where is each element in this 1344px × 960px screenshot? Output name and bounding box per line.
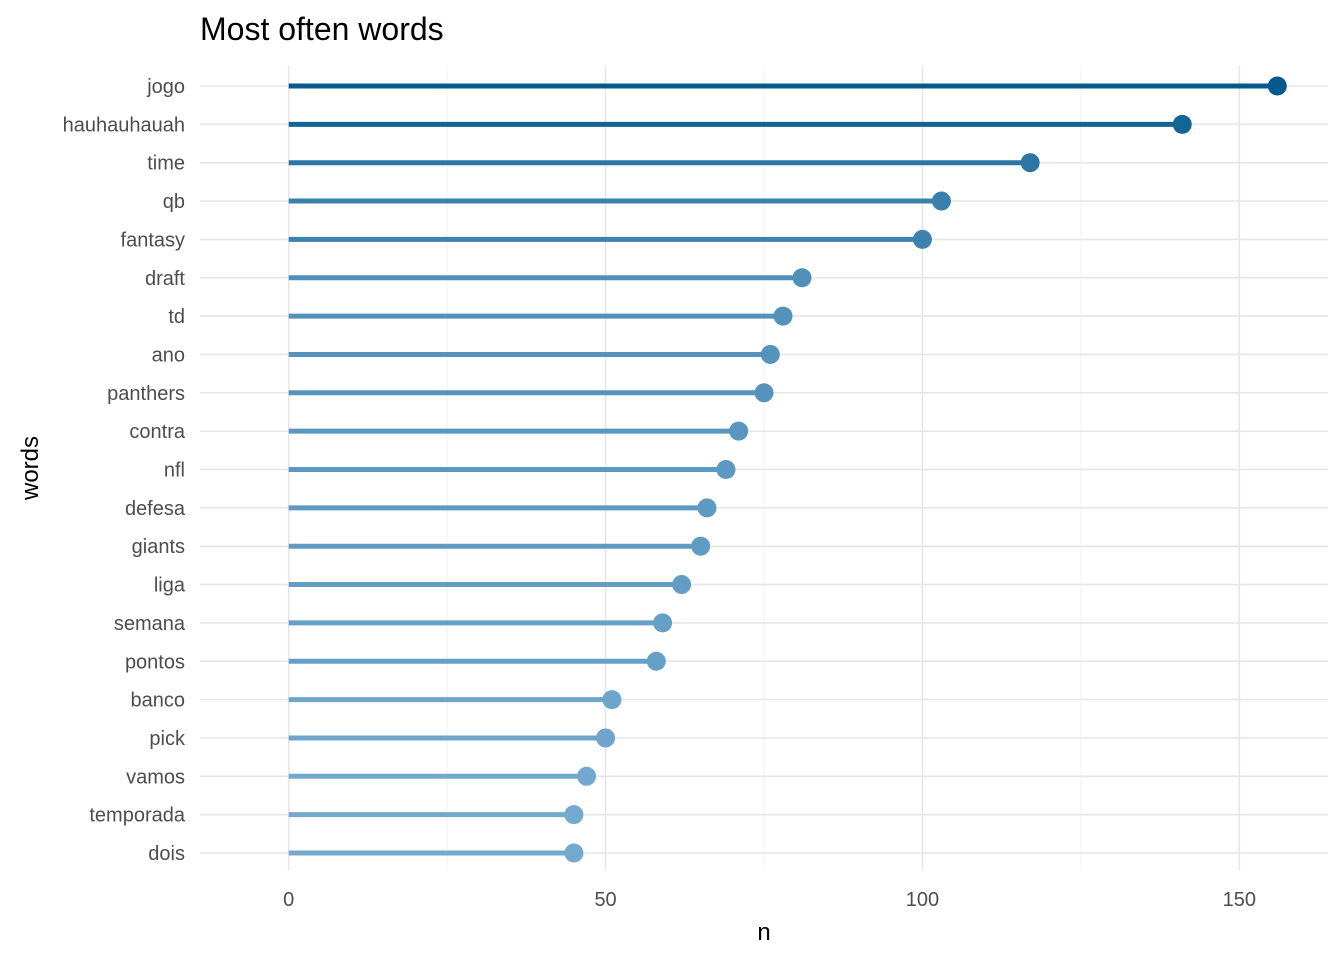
y-tick-label: vamos <box>126 766 185 788</box>
y-tick-label: dois <box>148 843 185 865</box>
y-axis-title: words <box>17 436 44 501</box>
lollipop-dot <box>729 421 749 441</box>
lollipop-dot <box>754 383 774 403</box>
y-tick-label: contra <box>129 421 185 443</box>
y-tick-label: pick <box>149 728 186 750</box>
y-tick-label: defesa <box>125 498 186 520</box>
y-tick-label: qb <box>163 191 185 213</box>
x-tick-label: 100 <box>906 889 939 911</box>
y-tick-label: jogo <box>146 76 185 98</box>
lollipop-dot <box>716 460 736 479</box>
lollipop-dot <box>577 766 597 786</box>
lollipop-dot <box>564 843 584 863</box>
y-tick-label: fantasy <box>121 229 185 251</box>
y-tick-label: time <box>147 153 185 175</box>
lollipop-dot <box>792 268 812 288</box>
lollipop-dot <box>1172 114 1192 134</box>
lollipop-dot <box>760 344 780 364</box>
lollipop-dot <box>653 613 673 633</box>
lollipop-dot <box>1267 76 1287 96</box>
lollipop-marks <box>288 76 1287 863</box>
y-tick-label: pontos <box>125 651 185 673</box>
lollipop-dot <box>1020 153 1040 173</box>
lollipop-dot <box>596 728 616 748</box>
lollipop-dot <box>646 651 666 671</box>
y-tick-label: ano <box>152 344 185 366</box>
x-axis-title: n <box>757 919 770 946</box>
lollipop-dot <box>672 575 692 595</box>
y-tick-labels: jogo hauhauhauah time qb fantasy draft td ano pa… <box>63 76 186 865</box>
y-tick-label: giants <box>132 536 185 558</box>
y-tick-label: hauhauhauah <box>63 114 185 136</box>
y-tick-label: semana <box>114 613 186 635</box>
chart-title: Most often words <box>200 11 444 47</box>
lollipop-dot <box>697 498 717 518</box>
y-tick-label: nfl <box>164 460 185 482</box>
lollipop-dot <box>564 805 584 825</box>
x-tick-label: 150 <box>1223 889 1256 911</box>
y-tick-label: liga <box>154 575 186 597</box>
y-tick-label: panthers <box>107 383 185 405</box>
x-tick-label: 50 <box>594 889 616 911</box>
lollipop-dot <box>912 229 932 249</box>
x-tick-label: 0 <box>283 889 294 911</box>
y-tick-label: draft <box>145 268 185 290</box>
y-tick-label: temporada <box>89 805 185 827</box>
lollipop-dot <box>602 690 622 710</box>
lollipop-dot <box>931 191 951 211</box>
x-tick-labels: 0 50 100 150 <box>283 889 1256 911</box>
y-tick-label: td <box>168 306 185 328</box>
lollipop-dot <box>691 536 711 556</box>
lollipop-dot <box>773 306 793 326</box>
y-tick-label: banco <box>131 690 186 712</box>
